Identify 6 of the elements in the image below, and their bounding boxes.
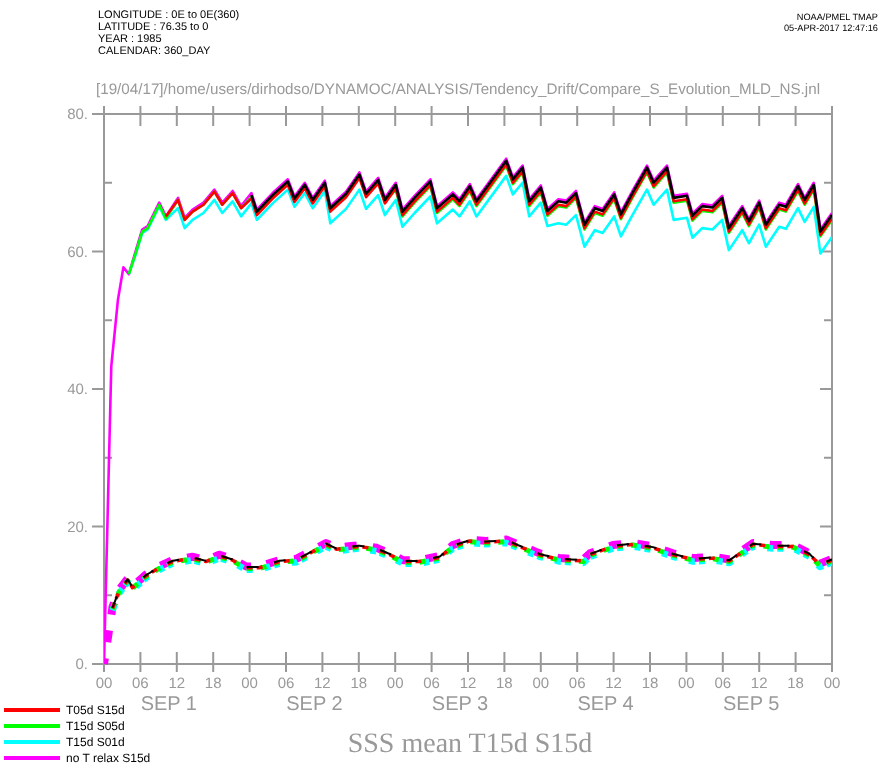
text: SEP 4 bbox=[577, 694, 635, 716]
text: SEP 2 bbox=[286, 694, 344, 716]
text: SEP 1 bbox=[140, 694, 198, 716]
text: SEP 3 bbox=[431, 694, 490, 716]
text: SEP 5 bbox=[723, 694, 781, 716]
text: SSS mean T15d S15d bbox=[347, 730, 593, 760]
